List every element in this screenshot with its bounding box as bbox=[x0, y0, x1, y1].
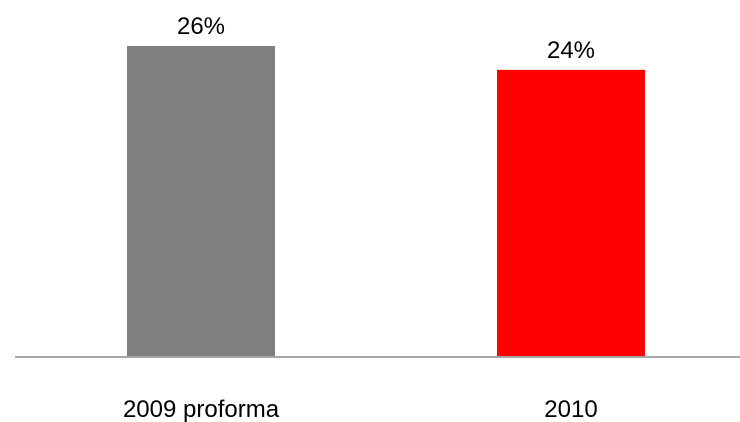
value-labels-group: 26% 24% bbox=[177, 13, 595, 64]
bar-1 bbox=[497, 69, 645, 356]
category-label-1: 2010 bbox=[544, 396, 597, 422]
bar-0 bbox=[127, 46, 275, 356]
bars-group bbox=[127, 46, 645, 356]
value-label-0: 26% bbox=[177, 13, 225, 40]
value-label-1: 24% bbox=[547, 37, 595, 64]
category-labels-group: 2009 proforma 2010 bbox=[123, 396, 598, 422]
category-label-0: 2009 proforma bbox=[123, 396, 280, 422]
